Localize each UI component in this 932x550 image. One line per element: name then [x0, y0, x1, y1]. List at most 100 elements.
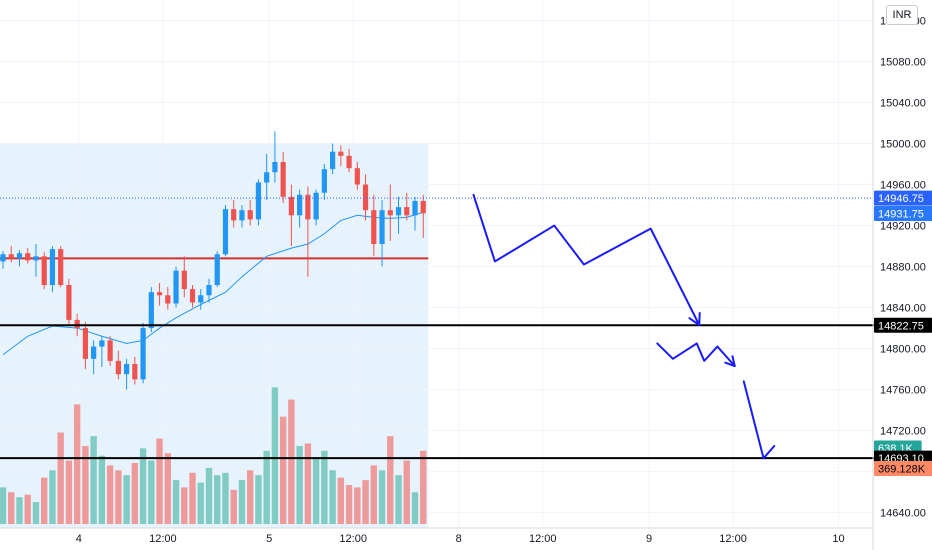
candle-body — [412, 200, 418, 216]
volume-bar — [172, 480, 180, 524]
price-tag: 369.128K — [874, 461, 932, 477]
candle-body — [272, 161, 278, 173]
volume-bar — [123, 475, 130, 524]
volume-bar — [337, 477, 345, 524]
candle — [181, 256, 187, 298]
projection-path — [656, 342, 736, 368]
candle — [66, 278, 72, 327]
volume-bar — [263, 450, 270, 524]
candle — [247, 199, 253, 226]
volume-bar — [214, 475, 221, 524]
candle — [305, 186, 311, 277]
candle-body — [181, 270, 187, 290]
candle — [115, 350, 121, 380]
candle — [395, 196, 402, 234]
volume-bar — [238, 480, 246, 524]
candle-body — [313, 192, 319, 220]
candle — [49, 246, 56, 293]
candle-body — [387, 210, 393, 216]
currency-button[interactable]: INR — [886, 5, 918, 25]
volume-bar — [230, 489, 237, 524]
volume-bar — [82, 445, 89, 524]
candle — [330, 143, 336, 175]
price-tag-bg — [874, 461, 932, 477]
time-tick-label: 5 — [266, 533, 272, 545]
projection-arrowhead — [724, 361, 736, 368]
candle — [99, 336, 105, 368]
price-tick-label: 14920.00 — [880, 221, 926, 233]
candle — [412, 196, 418, 231]
candle-body — [395, 207, 402, 216]
candle — [420, 194, 426, 238]
price-tag-bg — [874, 317, 932, 333]
candle-body — [74, 319, 80, 329]
candle-body — [222, 209, 229, 255]
volume-bar — [197, 482, 204, 524]
candle-body — [214, 254, 220, 286]
candle — [231, 199, 237, 228]
candle-body — [362, 184, 369, 211]
candle-body — [25, 253, 31, 261]
candle — [321, 164, 327, 200]
candle-body — [124, 363, 130, 375]
volume-bar — [131, 463, 139, 524]
candle — [338, 145, 344, 167]
candle-body — [41, 256, 47, 286]
price-tick-label: 14640.00 — [880, 508, 926, 520]
volume-bar — [387, 436, 394, 524]
candle-body — [0, 254, 6, 262]
candle — [8, 246, 14, 263]
candle — [107, 336, 113, 367]
time-tick-label: 9 — [646, 533, 652, 545]
candle-body — [165, 295, 171, 304]
candle-body — [297, 194, 303, 216]
volume-bar — [156, 438, 163, 524]
volume-bar — [49, 470, 56, 524]
time-tick-label: 4 — [76, 533, 82, 545]
volume-bar — [205, 467, 213, 524]
volume-bar — [8, 492, 15, 524]
candle — [25, 248, 31, 264]
volume-bar — [420, 450, 427, 524]
candle-body — [91, 346, 97, 359]
candle-body — [288, 196, 294, 216]
candle — [82, 321, 88, 370]
volume-bar — [115, 470, 122, 524]
price-tag-bg — [874, 190, 932, 206]
candle — [371, 194, 377, 257]
price-tick-label: 14880.00 — [880, 262, 926, 274]
candle-body — [264, 172, 270, 183]
candle-body — [107, 340, 113, 361]
candle-body — [82, 328, 88, 359]
volume-bar — [329, 470, 336, 524]
volume-bar — [139, 448, 147, 524]
candle — [173, 266, 179, 308]
candle-body — [354, 168, 360, 185]
candle — [41, 252, 47, 290]
candle-body — [305, 194, 311, 220]
candle-body — [33, 256, 39, 261]
volume-bar — [189, 472, 196, 524]
price-tick-label: 14800.00 — [880, 344, 926, 356]
candle — [387, 184, 393, 241]
volume-bar — [279, 416, 287, 524]
volume-bar — [403, 460, 410, 524]
candle — [264, 153, 270, 200]
candle-body — [198, 295, 204, 303]
candle-body — [338, 151, 344, 156]
candle-body — [156, 292, 163, 296]
candle — [297, 189, 303, 228]
candle-body — [49, 249, 56, 286]
candle-body — [330, 151, 336, 170]
price-tick-label: 14720.00 — [880, 426, 926, 438]
candle-body — [189, 289, 196, 303]
candle — [0, 251, 6, 269]
candle-body — [371, 210, 377, 245]
volume-bar — [164, 453, 171, 524]
candle — [280, 151, 286, 203]
candle — [206, 278, 212, 303]
volume-bar — [411, 492, 419, 524]
volume-bar — [255, 475, 262, 524]
candle-body — [379, 210, 385, 245]
